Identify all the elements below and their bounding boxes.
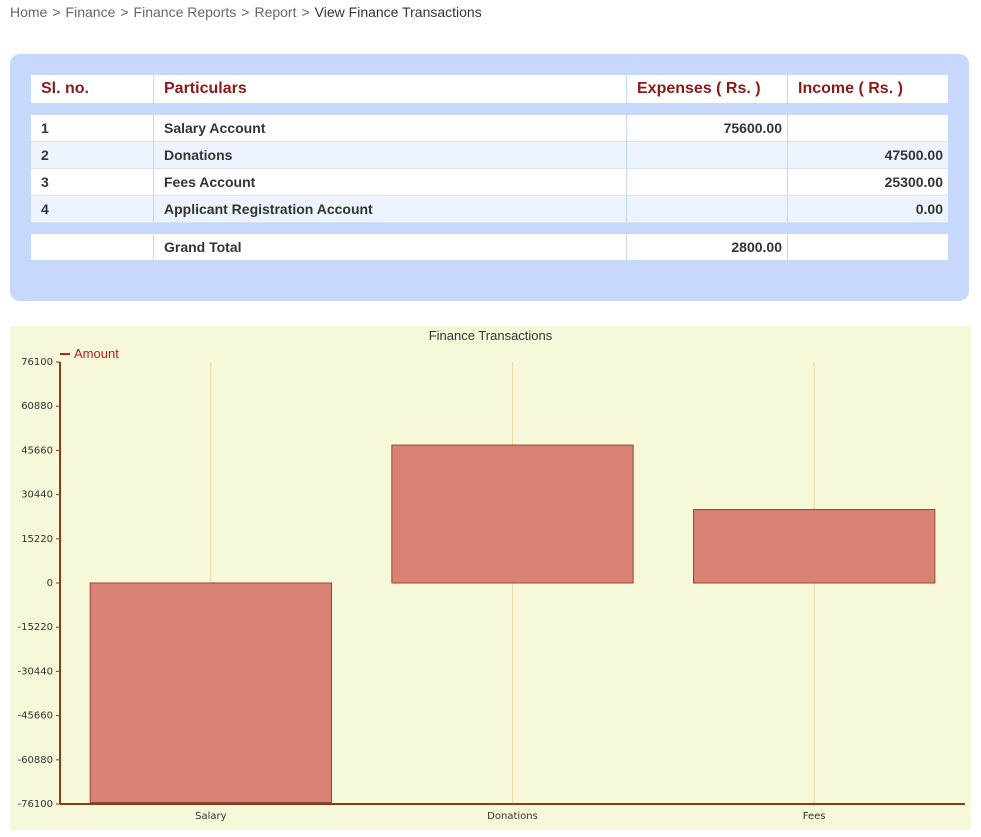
table-row: 2 Donations 47500.00	[31, 142, 948, 169]
row-expenses	[627, 169, 788, 196]
header-sl-no: Sl. no.	[31, 75, 154, 103]
transactions-panel: Sl. no. Particulars Expenses ( Rs. ) Inc…	[10, 54, 969, 301]
chart-canvas: 76100 60880 45660 30440 15220 0 -15220 -30440 -4…	[18, 357, 965, 822]
header-particulars: Particulars	[154, 75, 627, 103]
table-row: 3 Fees Account 25300.00	[31, 169, 948, 196]
row-expenses: 75600.00	[627, 115, 788, 142]
row-income	[788, 115, 948, 142]
breadcrumb: Home > Finance > Finance Reports > Report > View…	[10, 4, 482, 20]
x-tick-label: Fees	[803, 811, 826, 822]
row-sl-no: 2	[31, 142, 154, 169]
y-tick-label: -45660	[18, 711, 53, 722]
y-tick-label: -15220	[18, 622, 53, 633]
row-sl-no: 4	[31, 196, 154, 223]
breadcrumb-home[interactable]: Home	[10, 4, 48, 20]
row-expenses	[627, 142, 788, 169]
row-income: 0.00	[788, 196, 948, 223]
total-label: Grand Total	[154, 234, 627, 260]
chart-legend: Amount	[60, 346, 119, 361]
breadcrumb-separator: >	[120, 4, 129, 20]
x-tick-label: Salary	[195, 811, 226, 822]
breadcrumb-separator: >	[241, 4, 250, 20]
breadcrumb-separator: >	[301, 4, 310, 20]
total-expenses: 2800.00	[627, 234, 788, 260]
legend-label: Amount	[74, 346, 119, 361]
y-tick-label: 0	[47, 578, 53, 589]
y-tick-label: 60880	[21, 401, 53, 412]
header-expenses: Expenses ( Rs. )	[627, 75, 788, 103]
row-income: 25300.00	[788, 169, 948, 196]
table-row: 4 Applicant Registration Account 0.00	[31, 196, 948, 223]
chart-title: Finance Transactions	[428, 328, 553, 343]
breadcrumb-separator: >	[52, 4, 61, 20]
breadcrumb-finance[interactable]: Finance	[65, 4, 116, 20]
table-header: Sl. no. Particulars Expenses ( Rs. ) Inc…	[31, 75, 948, 103]
total-income	[788, 234, 948, 260]
y-tick-label: -60880	[18, 755, 53, 766]
y-tick-label: 45660	[21, 445, 53, 456]
bar-salary	[89, 582, 332, 804]
row-expenses	[627, 196, 788, 223]
breadcrumb-report[interactable]: Report	[254, 4, 297, 20]
y-tick-label: 76100	[21, 357, 53, 368]
total-sl-no	[31, 234, 154, 260]
y-tick-label: -30440	[18, 666, 53, 677]
breadcrumb-current: View Finance Transactions	[314, 4, 482, 20]
row-income: 47500.00	[788, 142, 948, 169]
row-sl-no: 3	[31, 169, 154, 196]
grand-total-row: Grand Total 2800.00	[31, 234, 948, 260]
row-particulars: Salary Account	[154, 115, 627, 142]
row-particulars: Fees Account	[154, 169, 627, 196]
row-particulars: Applicant Registration Account	[154, 196, 627, 223]
breadcrumb-finance-reports[interactable]: Finance Reports	[133, 4, 237, 20]
table-row: 1 Salary Account 75600.00	[31, 115, 948, 142]
finance-chart: 76100 60880 45660 30440 15220 0 -15220 -30440 -4…	[10, 326, 971, 830]
y-tick-label: -76100	[18, 799, 53, 810]
y-tick-label: 15220	[21, 534, 53, 545]
bar-fees	[693, 509, 936, 584]
row-particulars: Donations	[154, 142, 627, 169]
row-sl-no: 1	[31, 115, 154, 142]
header-income: Income ( Rs. )	[798, 80, 903, 97]
legend-swatch	[60, 352, 70, 355]
bar-donations	[391, 444, 634, 584]
x-tick-label: Donations	[487, 811, 538, 822]
y-tick-label: 30440	[21, 490, 53, 501]
